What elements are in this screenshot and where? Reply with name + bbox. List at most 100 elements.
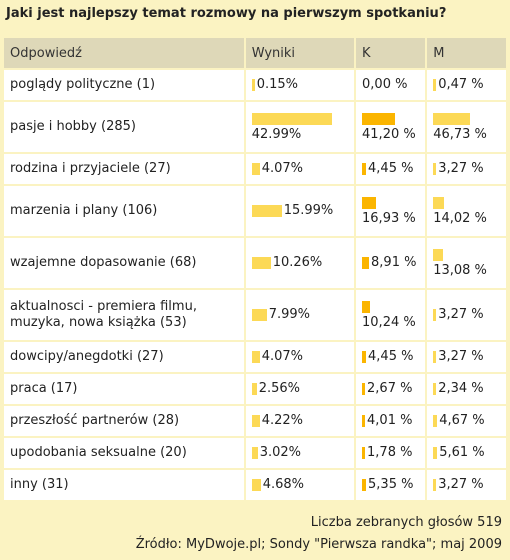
source-note: Źródło: MyDwoje.pl; Sondy "Pierwsza rand… xyxy=(135,537,502,552)
percentage-bar xyxy=(251,204,282,217)
percentage-bar xyxy=(433,78,437,91)
answer-label: praca (17) xyxy=(4,374,244,404)
percentage-bar xyxy=(433,350,437,363)
table-row: praca (17) 2.56% 2,67 % 2,34 % xyxy=(4,374,506,404)
percentage-value: 13,08 % xyxy=(433,263,487,278)
percentage-value: 42.99% xyxy=(251,127,302,142)
percentage-value: 4,45 % xyxy=(368,161,414,176)
percentage-value: 14,02 % xyxy=(433,211,487,226)
women-cell: 16,93 % xyxy=(356,186,426,236)
results-cell: 4.07% xyxy=(245,154,355,184)
percentage-bar xyxy=(433,196,445,209)
percentage-bar xyxy=(251,382,257,395)
men-cell: 3,27 % xyxy=(427,154,506,184)
percentage-bar xyxy=(433,248,444,261)
results-cell: 4.68% xyxy=(245,470,355,500)
percentage-value: 0,00 % xyxy=(362,77,408,92)
percentage-value: 5,35 % xyxy=(368,477,414,492)
table-row: poglądy polityczne (1) 0.15% 0,00 % 0,47 % xyxy=(4,70,506,100)
percentage-bar xyxy=(251,112,332,125)
percentage-bar xyxy=(251,478,261,491)
women-cell: 4,45 % xyxy=(356,342,426,372)
women-cell: 0,00 % xyxy=(356,70,426,100)
percentage-value: 2,34 % xyxy=(438,381,484,396)
results-cell: 2.56% xyxy=(245,374,355,404)
answer-label: poglądy polityczne (1) xyxy=(4,70,244,100)
percentage-bar xyxy=(251,78,255,91)
percentage-value: 41,20 % xyxy=(362,127,416,142)
percentage-value: 8,91 % xyxy=(371,255,417,270)
table-row: dowcipy/anegdotki (27) 4.07% 4,45 % 3,27 % xyxy=(4,342,506,372)
men-cell: 46,73 % xyxy=(427,102,506,152)
table-row: rodzina i przyjaciele (27) 4.07% 4,45 % 3,2… xyxy=(4,154,506,184)
answer-label: wzajemne dopasowanie (68) xyxy=(4,238,244,288)
percentage-bar xyxy=(433,478,437,491)
results-cell: 10.26% xyxy=(245,238,355,288)
percentage-value: 0.15% xyxy=(256,77,298,92)
percentage-bar xyxy=(362,414,366,427)
percentage-value: 4,01 % xyxy=(367,413,413,428)
women-cell: 5,35 % xyxy=(356,470,426,500)
answer-label: przeszłość partnerów (28) xyxy=(4,406,244,436)
percentage-value: 1,78 % xyxy=(367,445,413,460)
percentage-value: 4.68% xyxy=(262,477,304,492)
column-header-results: Wyniki xyxy=(245,38,355,68)
percentage-bar xyxy=(362,162,367,175)
percentage-bar xyxy=(362,478,367,491)
percentage-value: 10.26% xyxy=(272,255,323,270)
results-table: Odpowiedź Wyniki K M poglądy polityczne … xyxy=(2,36,508,502)
results-cell: 0.15% xyxy=(245,70,355,100)
percentage-value: 46,73 % xyxy=(433,127,487,142)
percentage-bar xyxy=(251,446,258,459)
percentage-bar xyxy=(251,162,260,175)
results-cell: 3.02% xyxy=(245,438,355,468)
poll-title: Jaki jest najlepszy temat rozmowy na pie… xyxy=(6,6,447,21)
women-cell: 41,20 % xyxy=(356,102,426,152)
column-header-men: M xyxy=(427,38,506,68)
percentage-value: 15.99% xyxy=(283,203,334,218)
percentage-bar xyxy=(433,414,438,427)
men-cell: 3,27 % xyxy=(427,342,506,372)
table-row: pasje i hobby (285) 42.99% 41,20 % 46,73 % xyxy=(4,102,506,152)
percentage-bar xyxy=(362,300,371,313)
women-cell: 8,91 % xyxy=(356,238,426,288)
percentage-value: 3,27 % xyxy=(438,161,484,176)
men-cell: 14,02 % xyxy=(427,186,506,236)
votes-count: Liczba zebranych głosów 519 xyxy=(310,515,502,530)
answer-label: rodzina i przyjaciele (27) xyxy=(4,154,244,184)
results-cell: 7.99% xyxy=(245,290,355,340)
percentage-value: 4,45 % xyxy=(368,349,414,364)
percentage-bar xyxy=(362,350,367,363)
women-cell: 10,24 % xyxy=(356,290,426,340)
percentage-value: 2,67 % xyxy=(367,381,413,396)
table-row: przeszłość partnerów (28) 4.22% 4,01 % 4,67… xyxy=(4,406,506,436)
women-cell: 4,45 % xyxy=(356,154,426,184)
women-cell: 4,01 % xyxy=(356,406,426,436)
men-cell: 5,61 % xyxy=(427,438,506,468)
women-cell: 1,78 % xyxy=(356,438,426,468)
results-body: poglądy polityczne (1) 0.15% 0,00 % 0,47 % p… xyxy=(4,70,506,500)
percentage-value: 3,27 % xyxy=(438,477,484,492)
percentage-bar xyxy=(433,112,471,125)
men-cell: 3,27 % xyxy=(427,290,506,340)
percentage-value: 4,67 % xyxy=(439,413,485,428)
percentage-bar xyxy=(362,446,366,459)
percentage-value: 0,47 % xyxy=(438,77,484,92)
column-header-answer: Odpowiedź xyxy=(4,38,244,68)
table-row: wzajemne dopasowanie (68) 10.26% 8,91 % 13,… xyxy=(4,238,506,288)
percentage-value: 10,24 % xyxy=(362,315,416,330)
percentage-value: 3.02% xyxy=(259,445,301,460)
results-cell: 42.99% xyxy=(245,102,355,152)
percentage-bar xyxy=(362,382,366,395)
answer-label: dowcipy/anegdotki (27) xyxy=(4,342,244,372)
percentage-bar xyxy=(362,196,377,209)
percentage-bar xyxy=(251,414,260,427)
table-row: upodobania seksualne (20) 3.02% 1,78 % 5,61… xyxy=(4,438,506,468)
percentage-bar xyxy=(362,256,370,269)
results-cell: 4.22% xyxy=(245,406,355,436)
answer-label: aktualnosci - premiera filmu, muzyka, no… xyxy=(4,290,244,340)
percentage-bar xyxy=(251,308,267,321)
percentage-bar xyxy=(433,382,437,395)
men-cell: 13,08 % xyxy=(427,238,506,288)
